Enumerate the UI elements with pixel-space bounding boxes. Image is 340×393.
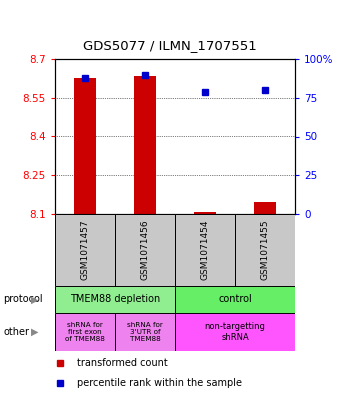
Text: protocol: protocol — [3, 294, 43, 305]
Text: GSM1071454: GSM1071454 — [201, 220, 209, 280]
Text: GSM1071455: GSM1071455 — [260, 220, 270, 280]
Text: control: control — [218, 294, 252, 305]
Bar — [175, 286, 295, 313]
Bar — [55, 313, 115, 351]
Text: percentile rank within the sample: percentile rank within the sample — [76, 378, 242, 387]
Bar — [175, 313, 295, 351]
Bar — [235, 214, 295, 286]
Text: other: other — [3, 327, 29, 337]
Text: GSM1071456: GSM1071456 — [140, 220, 150, 280]
Text: ▶: ▶ — [31, 327, 38, 337]
Bar — [73, 78, 97, 214]
Bar — [115, 313, 175, 351]
Bar — [55, 286, 175, 313]
Bar — [134, 76, 156, 214]
Text: TMEM88 depletion: TMEM88 depletion — [70, 294, 160, 305]
Bar — [115, 214, 175, 286]
Text: non-targetting
shRNA: non-targetting shRNA — [205, 322, 266, 342]
Text: GDS5077 / ILMN_1707551: GDS5077 / ILMN_1707551 — [83, 40, 257, 53]
Text: shRNA for
first exon
of TMEM88: shRNA for first exon of TMEM88 — [65, 322, 105, 342]
Text: shRNA for
3'UTR of
TMEM88: shRNA for 3'UTR of TMEM88 — [127, 322, 163, 342]
Bar — [254, 202, 276, 214]
Bar — [193, 212, 216, 214]
Text: transformed count: transformed count — [76, 358, 167, 368]
Text: GSM1071457: GSM1071457 — [81, 220, 89, 280]
Text: ▶: ▶ — [31, 294, 38, 305]
Bar — [55, 214, 115, 286]
Bar — [175, 214, 235, 286]
